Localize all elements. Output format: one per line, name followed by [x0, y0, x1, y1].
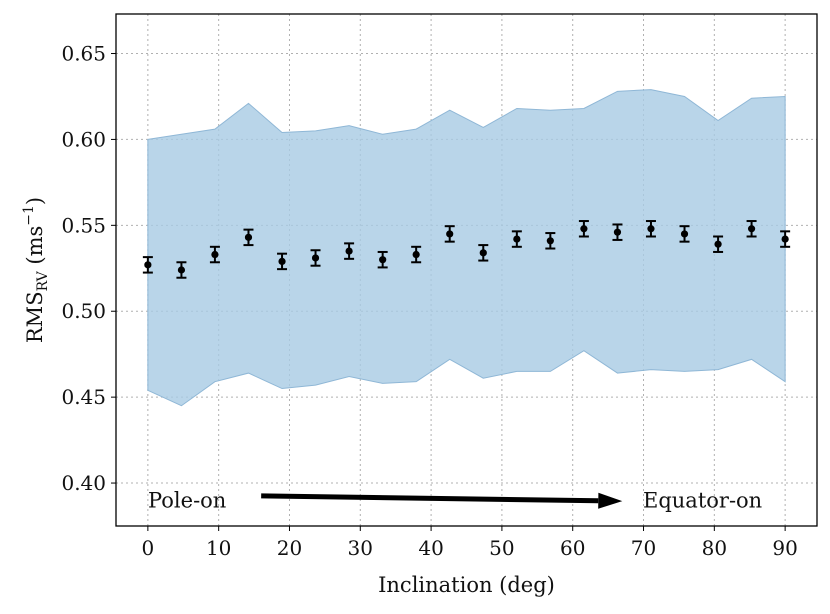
pole-on-label: Pole-on [148, 489, 226, 513]
annotations: Pole-on Equator-on [148, 489, 762, 513]
y-axis-label-units: (ms [23, 226, 47, 272]
y-axis-label-superscript: −1 [21, 205, 37, 226]
data-point-group [176, 261, 187, 279]
y-axis-label: RMSRV (ms−1) [21, 197, 51, 343]
data-point [278, 257, 286, 266]
y-tick-label: 0.65 [61, 42, 106, 66]
data-point [446, 230, 454, 238]
data-point [747, 225, 756, 233]
data-point-group [511, 230, 522, 248]
data-point [211, 250, 219, 259]
data-points [142, 220, 791, 279]
arrow-shaft [261, 493, 599, 504]
equator-on-label: Equator-on [643, 489, 762, 513]
y-axis-ticks: 0.40 0.45 0.50 0.55 0.60 0.65 [61, 42, 116, 495]
data-point [580, 225, 588, 233]
data-point-group [444, 225, 455, 243]
x-tick-label: 0 [141, 536, 154, 560]
data-point-group [411, 245, 422, 264]
data-point-group [478, 244, 489, 262]
data-point-group [645, 220, 656, 238]
data-point-group [310, 249, 321, 267]
y-tick-label: 0.55 [61, 213, 106, 237]
data-point-group [679, 225, 690, 243]
data-point-group [612, 223, 623, 241]
variability-band [147, 89, 786, 407]
data-point-group [780, 230, 791, 248]
data-point [479, 249, 487, 257]
data-point-group [713, 235, 724, 253]
data-point [613, 228, 622, 236]
data-point [379, 256, 387, 264]
data-point [647, 225, 655, 233]
y-axis-label-close: ) [23, 197, 47, 205]
data-point [345, 247, 353, 255]
data-point-group [243, 228, 254, 247]
x-axis-ticks: 0 10 20 30 40 50 60 70 80 90 [141, 526, 798, 560]
data-point [412, 250, 420, 259]
x-tick-label: 70 [631, 536, 656, 560]
x-tick-label: 60 [560, 536, 585, 560]
data-point [311, 254, 320, 262]
arrow-head [598, 492, 623, 509]
plot-frame [115, 13, 818, 527]
data-point-group [746, 220, 757, 238]
y-tick-label: 0.60 [61, 127, 106, 151]
data-point [513, 235, 521, 243]
x-tick-label: 10 [206, 536, 231, 560]
data-point [781, 235, 789, 243]
data-point-group [545, 232, 556, 250]
x-axis-label: Inclination (deg) [378, 573, 555, 597]
x-tick-label: 80 [702, 536, 727, 560]
data-point-group [277, 252, 288, 271]
x-tick-label: 20 [277, 536, 302, 560]
data-point-group [578, 220, 589, 238]
x-tick-label: 90 [772, 536, 797, 560]
data-point-group [377, 250, 388, 269]
band-area [147, 89, 786, 407]
data-point [244, 233, 253, 241]
data-point-group [209, 245, 220, 264]
y-tick-label: 0.50 [61, 299, 106, 323]
x-tick-label: 40 [418, 536, 443, 560]
y-axis-label-main: RMS [23, 291, 47, 343]
x-tick-label: 50 [489, 536, 514, 560]
data-point [144, 261, 152, 269]
data-point [546, 237, 554, 245]
data-point [177, 266, 186, 274]
y-axis-label-subscript: RV [35, 270, 51, 291]
y-tick-label: 0.40 [61, 471, 106, 495]
data-point-group [344, 242, 355, 260]
data-point-group [142, 256, 153, 274]
data-point [714, 240, 722, 248]
data-point [680, 230, 689, 238]
y-tick-label: 0.45 [61, 385, 106, 409]
x-tick-label: 30 [348, 536, 373, 560]
